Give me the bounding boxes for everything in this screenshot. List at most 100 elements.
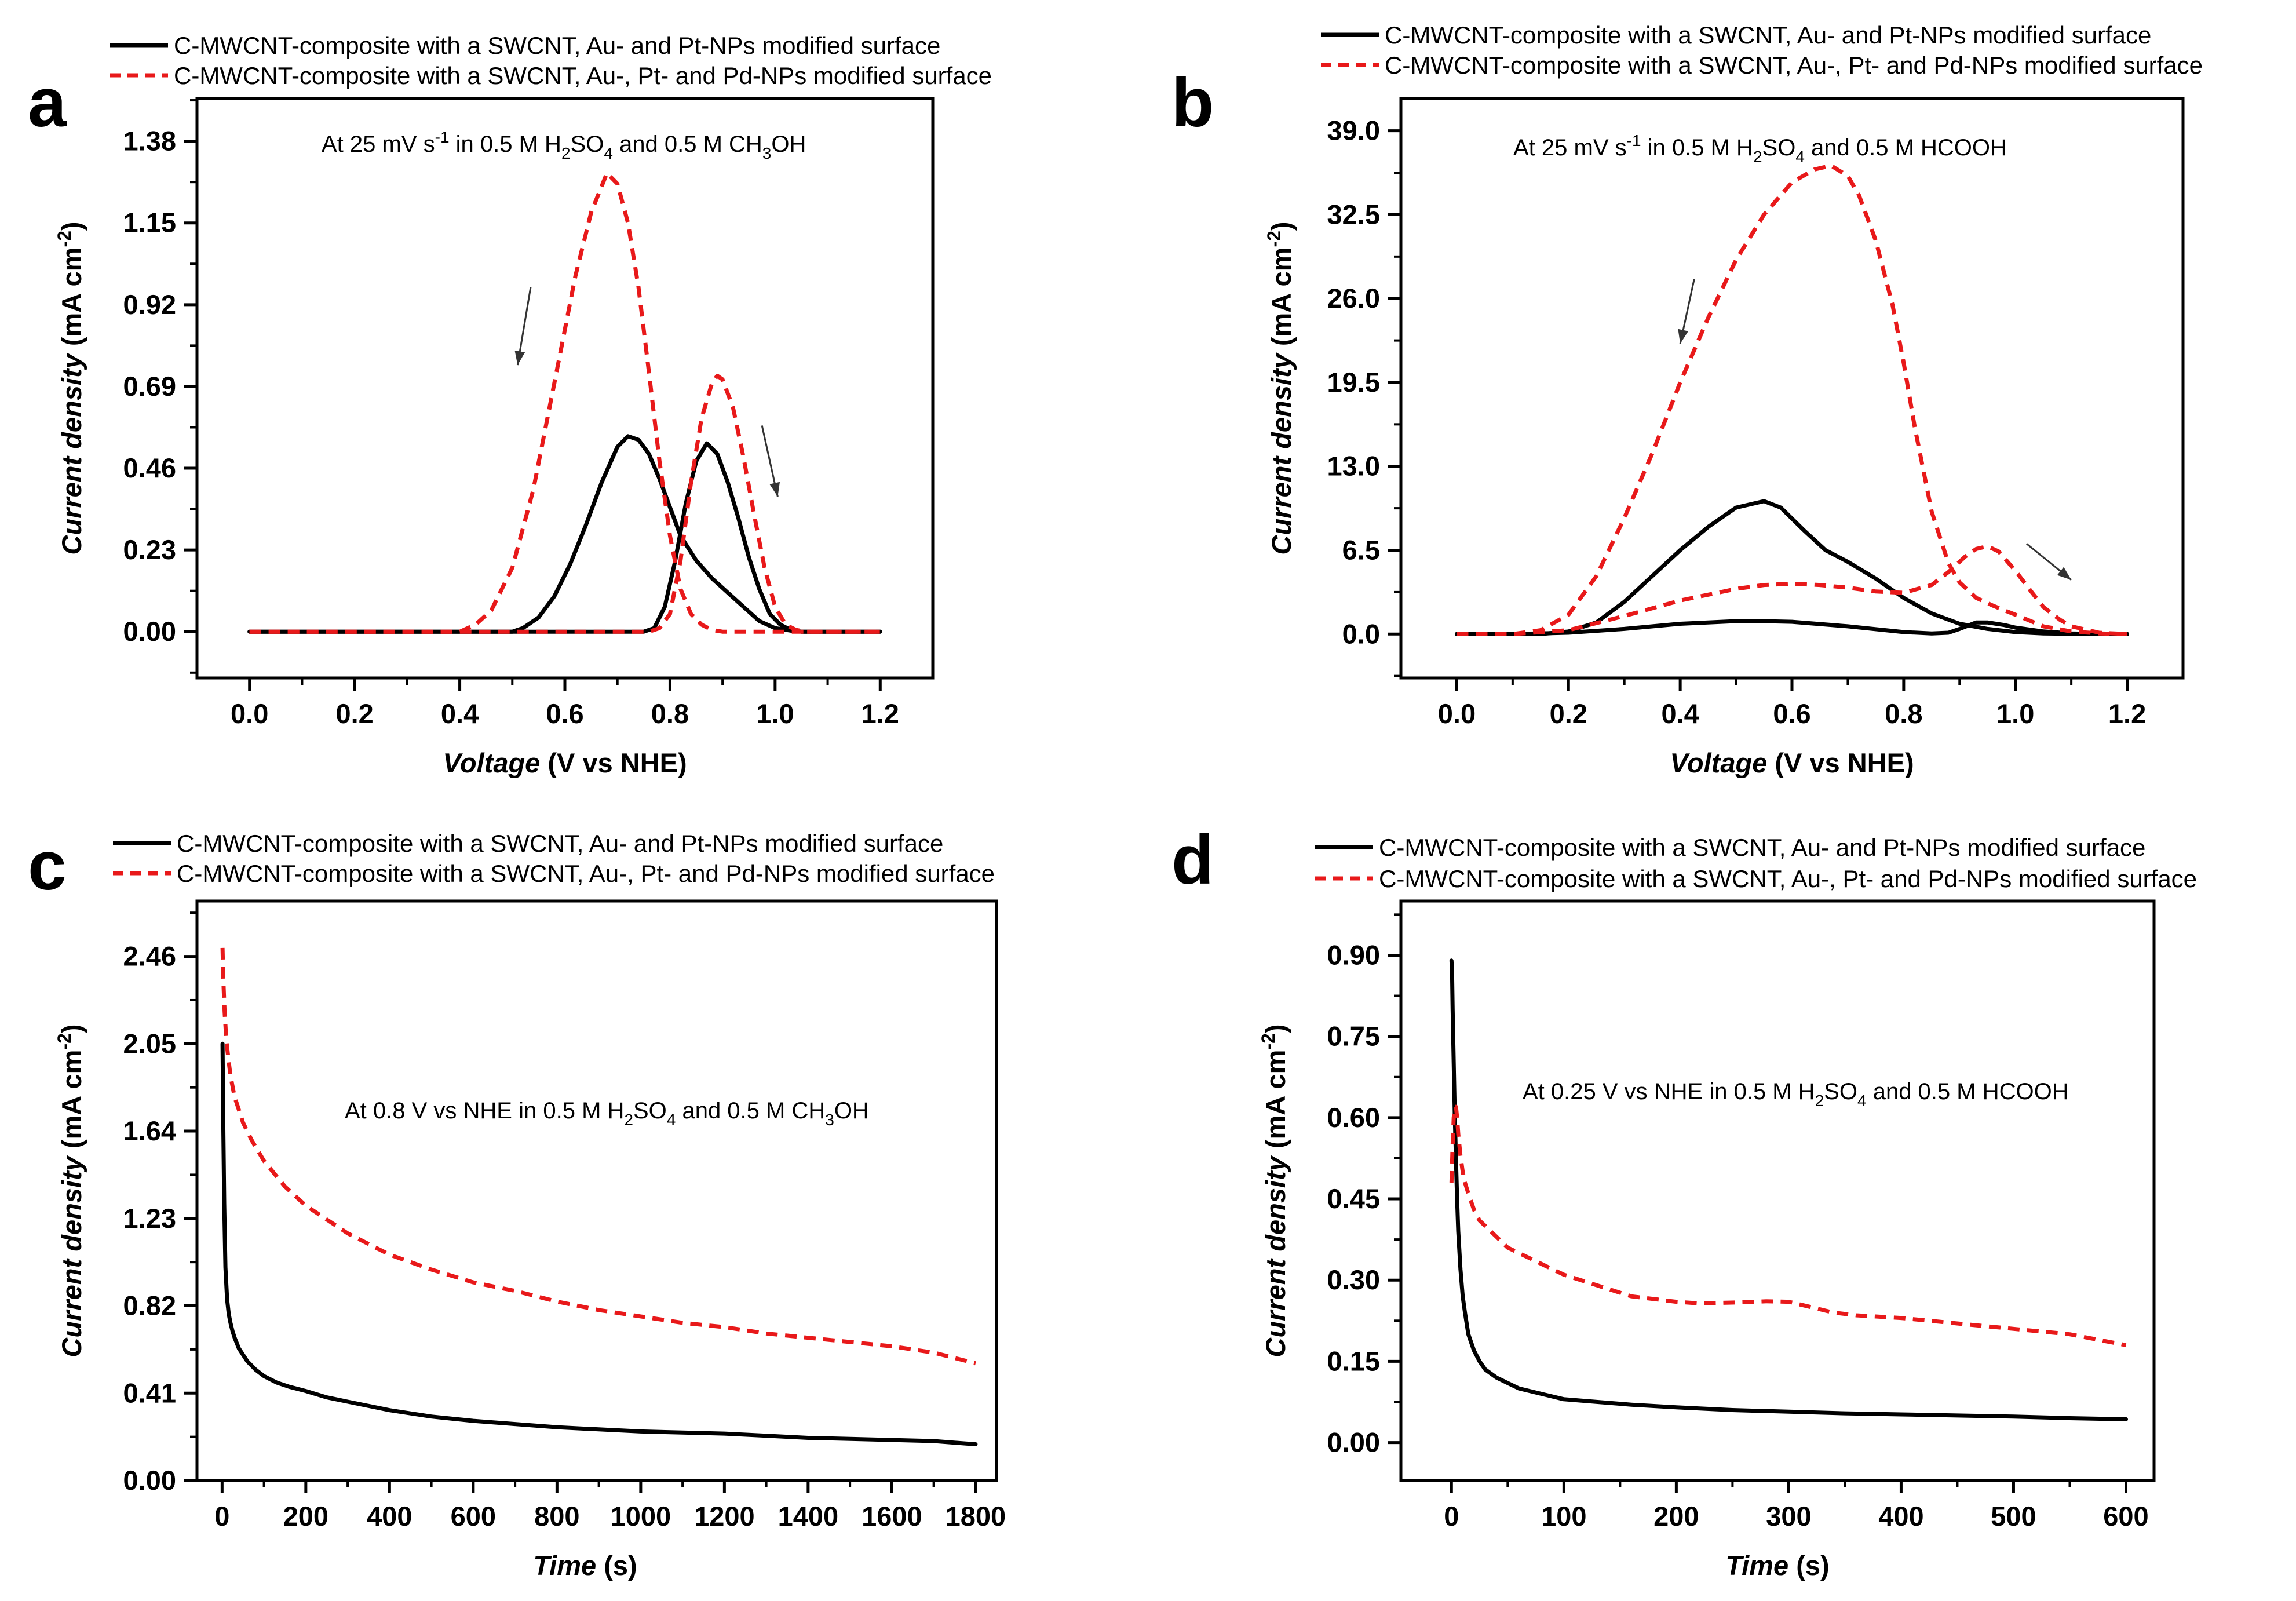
x-tick-label: 0.8 [1885,698,1922,729]
arrow-head [514,351,525,366]
label-rest: (mA cm [1266,247,1297,354]
x-tick-label: 0.2 [1550,698,1587,729]
x-tick-label: 0.0 [1438,698,1476,729]
label-italic: Current density [56,1154,87,1357]
annotation: At 0.8 V vs NHE in 0.5 M H2SO4 and 0.5 M… [345,1098,869,1129]
x-tick-label: 600 [2103,1501,2148,1531]
legend-entry-1: C-MWCNT-composite with a SWCNT, Au- and … [1385,21,2151,49]
annot-part: in 0.5 M H [1641,135,1753,161]
legend-entry-2: C-MWCNT-composite with a SWCNT, Au-, Pt-… [177,860,995,887]
plot-frame [195,97,935,680]
y-tick-label: 0.45 [1327,1183,1380,1214]
y-axis-label: Current density (mA cm-2) [1264,221,1297,555]
y-tick-label: 0.15 [1327,1345,1380,1376]
legend: C-MWCNT-composite with a SWCNT, Au- and … [110,32,992,89]
x-tick-label: 400 [1878,1501,1923,1531]
x-tick-label: 0.6 [1773,698,1810,729]
label-exp: -2 [54,231,75,247]
x-axis-label: Voltage (V vs NHE) [443,747,687,778]
label-rest: (s) [596,1550,637,1581]
x-tick-label: 1.2 [862,698,899,729]
panel-d: d C-MWCNT-composite with a SWCNT, Au- an… [1171,821,2197,1581]
y-tick-label: 1.15 [123,207,176,238]
annot-sub: 3 [825,1111,834,1129]
label-close: ) [56,1024,87,1033]
x-tick-label: 1200 [694,1501,755,1531]
annot-part: SO [571,132,604,157]
y-tick-label: 0.60 [1327,1102,1380,1133]
series-group [1449,958,2128,1421]
y-tick-label: 1.23 [123,1203,176,1234]
annot-part: At 0.25 V vs NHE in 0.5 M H [1523,1079,1815,1104]
label-rest: (V vs NHE) [540,747,687,778]
annot-sub: 2 [624,1111,633,1129]
annot-part: OH [834,1098,869,1124]
series-line-3 [249,171,881,634]
y-tick-label: 0.46 [123,453,176,483]
label-italic: Time [533,1550,596,1581]
plot-frame [1399,899,2156,1482]
annot-sub: 4 [667,1111,676,1129]
x-axis-label: Time (s) [1725,1550,1829,1581]
annot-part: and 0.5 M CH [613,132,762,157]
y-tick-label: 0.23 [123,534,176,565]
label-rest: (mA cm [56,1050,87,1157]
label-exp: -2 [54,1033,75,1049]
label-rest: (mA cm [56,247,87,354]
y-tick-label: 0.92 [123,289,176,320]
annot-sub: 4 [1857,1092,1867,1110]
label-rest: (V vs NHE) [1767,747,1914,778]
series-group [247,171,882,634]
x-tick-label: 1.0 [1996,698,2034,729]
arrow-head [2057,567,2072,580]
label-italic: Current density [1266,352,1297,555]
panel-c: c C-MWCNT-composite with a SWCNT, Au- an… [28,827,1006,1581]
x-tick-label: 0.6 [546,698,583,729]
label-italic: Voltage [443,747,540,778]
y-axis-label: Current density (mA cm-2) [54,221,87,555]
x-tick-label: 300 [1766,1501,1811,1531]
x-tick-label: 1.0 [756,698,794,729]
y-tick-label: 0.41 [123,1377,176,1408]
y-tick-label: 32.5 [1327,199,1380,229]
series-line-1 [1449,958,2128,1421]
x-tick-label: 0.4 [441,698,479,729]
x-tick-label: 600 [451,1501,496,1531]
label-rest: (mA cm [1260,1050,1291,1157]
legend-entry-2: C-MWCNT-composite with a SWCNT, Au-, Pt-… [1385,52,2203,79]
series-line-1 [220,1041,978,1446]
x-tick-label: 800 [534,1501,579,1531]
x-tick-label: 0 [214,1501,229,1531]
legend-entry-1: C-MWCNT-composite with a SWCNT, Au- and … [174,32,940,59]
y-axis-label: Current density (mA cm-2) [1258,1024,1291,1357]
x-tick-label: 0.4 [1661,698,1699,729]
x-tick-label: 0.0 [231,698,268,729]
y-tick-label: 13.0 [1327,451,1380,482]
series-line-4 [1457,544,2127,636]
panel-letter: b [1171,64,1214,141]
panel-a: a C-MWCNT-composite with a SWCNT, Au- an… [28,32,992,778]
y-tick-label: 2.05 [123,1028,176,1059]
x-tick-label: 1400 [778,1501,839,1531]
series-line-2 [1449,1104,2127,1347]
series-line-1 [1454,499,2130,636]
x-tick-label: 400 [367,1501,412,1531]
annot-sub: 2 [1815,1092,1824,1110]
y-tick-label: 2.46 [123,941,176,972]
x-tick-label: 500 [1991,1501,2036,1531]
y-tick-label: 0.69 [123,371,176,402]
label-exp: -2 [1258,1033,1279,1049]
annotation: At 25 mV s-1 in 0.5 M H2SO4 and 0.5 M CH… [322,128,806,162]
annot-part: At 0.8 V vs NHE in 0.5 M H [345,1098,624,1124]
y-axis-label: Current density (mA cm-2) [54,1024,87,1357]
series-line-2 [220,947,976,1366]
plot-frame [195,899,998,1482]
annot-part: OH [771,132,806,157]
label-italic: Voltage [1670,747,1767,778]
x-tick-label: 1800 [946,1501,1006,1531]
annotation: At 25 mV s-1 in 0.5 M H2SO4 and 0.5 M HC… [1513,132,2007,166]
y-tick-label: 0.00 [123,1465,176,1496]
y-tick-label: 0.30 [1327,1264,1380,1295]
y-tick-label: 19.5 [1327,367,1380,397]
label-exp: -2 [1264,231,1284,247]
